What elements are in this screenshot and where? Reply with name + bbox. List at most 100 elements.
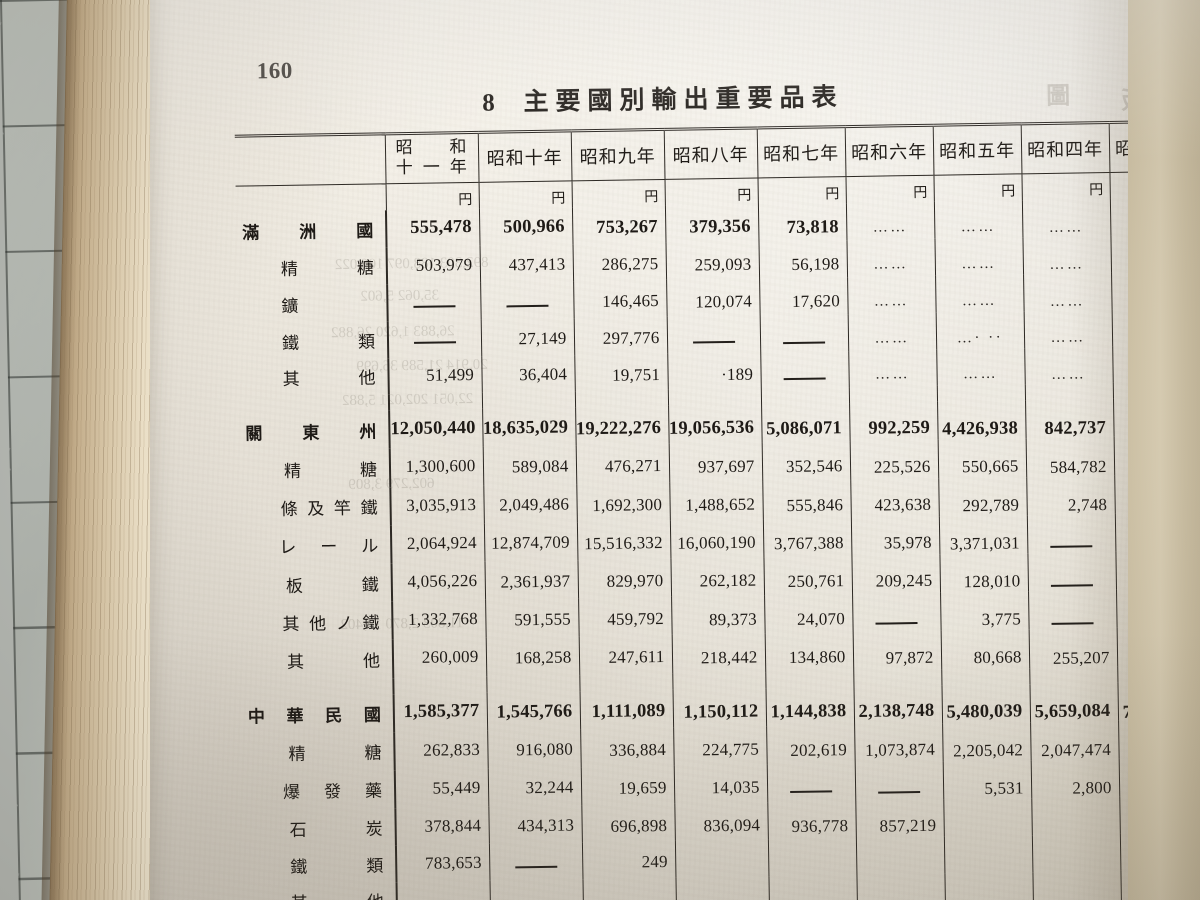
- cell-value: 225,526: [849, 446, 939, 487]
- cell-value: 5,531: [942, 768, 1032, 808]
- cell-value: 1,692,300: [576, 485, 670, 525]
- cell-empty: [943, 843, 1033, 882]
- cell-dash: [852, 599, 941, 640]
- stub-char: レ: [279, 538, 297, 559]
- cell-value: 97,872: [852, 637, 942, 678]
- cell-value: 3,767,388: [762, 523, 852, 563]
- cell-value: 378,844: [395, 806, 489, 846]
- row-label-關東州: 關東州: [239, 410, 390, 452]
- stub-char: 東: [302, 423, 320, 444]
- cell-value: 18,635,029: [482, 408, 576, 449]
- cell-value: 1,111,089: [579, 692, 674, 732]
- cell-dash: [759, 319, 849, 358]
- stub-char: 鑛: [281, 296, 299, 317]
- cell-dash: [766, 768, 856, 808]
- cell-value: 19,056,536: [668, 408, 762, 449]
- stub-char: 糖: [356, 258, 375, 279]
- cell-value: 51,499: [388, 356, 482, 395]
- cell-empty: [582, 880, 677, 900]
- stub-char: 他: [362, 651, 381, 672]
- cell-ellipsis: ……: [936, 355, 1025, 394]
- row-label-鐵類: 鐵類: [237, 321, 389, 361]
- stub-char: 條: [280, 499, 298, 521]
- cell-value: 4,056,226: [391, 561, 486, 602]
- stub-char: 藥: [364, 781, 383, 803]
- cell-value: 2,138,748: [853, 691, 943, 732]
- cell-value: 5,086,071: [761, 408, 850, 449]
- cell-empty: [767, 843, 857, 882]
- cell-dash: [387, 319, 482, 358]
- cell-value: 89,373: [671, 599, 765, 640]
- row-label-精糖: 精糖: [239, 448, 391, 490]
- cell-empty: [944, 880, 1034, 900]
- cell-value: 555,478: [385, 208, 480, 248]
- cell-value: 15,516,332: [576, 523, 671, 563]
- stub-char: 關: [245, 424, 263, 445]
- unit-showa-9: 円: [571, 179, 665, 208]
- stub-char: 鐵: [362, 613, 380, 634]
- stub-char: 鐵: [360, 498, 378, 519]
- cell-value: 27,149: [480, 319, 575, 358]
- cell-value: 120,074: [666, 282, 760, 322]
- unit-showa-8: 円: [664, 177, 758, 206]
- stub-char: 板: [285, 576, 304, 597]
- book-page: 160 8 主要國別輸出重要品表 圖 版 892,303 188,097 106…: [150, 0, 1200, 900]
- stub-char: 洲: [299, 222, 317, 243]
- cell-empty: [396, 880, 491, 900]
- statistics-table-wrapper: 昭和 十一年 昭和十年 昭和九年 昭和八年 昭和七年 昭和六年 昭和五年 昭和四…: [234, 119, 1200, 900]
- row-label-滿洲國: 滿洲國: [235, 210, 387, 250]
- stub-char: 精: [288, 744, 306, 766]
- row-label-板鐵: 板鐵: [241, 563, 393, 604]
- facing-page-curl: [1128, 0, 1200, 900]
- stub-char: 他: [308, 614, 327, 635]
- row-label-鑛: 鑛: [237, 284, 388, 324]
- stub-char: 及: [307, 499, 325, 520]
- col-header-showa-6: 昭和六年: [844, 125, 934, 177]
- unit-showa-7: 円: [757, 176, 846, 205]
- cell-value: 35,978: [850, 523, 940, 563]
- stub-char: 國: [356, 221, 374, 242]
- stub-char: 鐵: [281, 333, 300, 354]
- cell-value: 916,080: [487, 730, 581, 771]
- unit-showa-6: 円: [845, 175, 934, 204]
- cell-value: 247,611: [578, 637, 673, 678]
- stub-char: ノ: [335, 613, 353, 634]
- cell-value: 19,751: [574, 356, 668, 395]
- cell-value: 32,244: [487, 768, 582, 809]
- cell-empty: [768, 880, 858, 900]
- cell-value: 224,775: [673, 730, 767, 770]
- cell-value: 14,035: [673, 768, 768, 809]
- cell-ellipsis: ……: [935, 282, 1024, 321]
- cell-value: ·189: [667, 356, 761, 395]
- stub-char: 鐵: [361, 575, 380, 596]
- stub-char: 華: [286, 706, 304, 728]
- cell-value: 936,778: [767, 806, 856, 846]
- stub-char: 其: [282, 614, 300, 635]
- unit-stub: [235, 183, 386, 213]
- cell-value: 2,049,486: [483, 485, 577, 525]
- cell-value: 3,371,031: [938, 523, 1028, 563]
- showa11-char-2: 和: [449, 137, 468, 158]
- cell-value: 1,073,874: [854, 730, 943, 770]
- cell-dash: [854, 768, 944, 808]
- unit-showa-10: 円: [478, 180, 572, 209]
- showa11-char-5: 年: [449, 157, 468, 178]
- cell-value: 1,332,768: [392, 599, 486, 640]
- row-label-石炭: 石炭: [245, 808, 396, 848]
- col-header-showa-5: 昭和五年: [932, 123, 1022, 176]
- row-label-レール: レール: [240, 525, 392, 566]
- cell-value: 992,259: [849, 408, 938, 449]
- cell-dash: [488, 843, 583, 882]
- cell-value: 1,144,838: [765, 691, 855, 732]
- cell-value: 591,555: [485, 599, 579, 640]
- cell-value: 379,356: [664, 208, 759, 248]
- cell-value: 262,833: [394, 730, 488, 771]
- stub-char: 竿: [333, 499, 352, 520]
- row-label-爆發藥: 爆發藥: [244, 770, 396, 811]
- cell-dash: [666, 319, 761, 358]
- stub-char: 國: [363, 705, 382, 726]
- cell-value: 12,874,709: [483, 523, 578, 564]
- showa11-char-1: 昭: [395, 138, 414, 159]
- cell-value: 476,271: [575, 446, 670, 487]
